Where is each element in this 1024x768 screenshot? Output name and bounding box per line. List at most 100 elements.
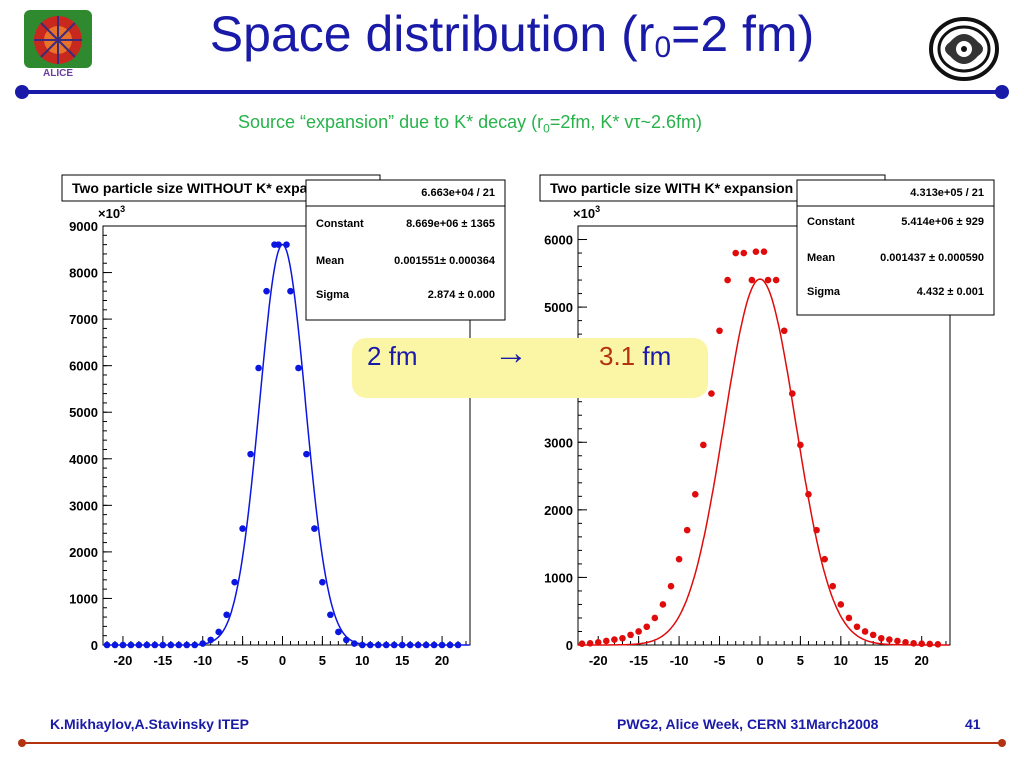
- header-rule: [14, 84, 1010, 100]
- y-tick-label: 1000: [544, 570, 573, 585]
- data-point: [159, 641, 167, 649]
- data-point: [748, 276, 756, 284]
- data-point: [918, 640, 925, 647]
- exponent-power: 3: [595, 204, 600, 214]
- data-point: [837, 601, 845, 608]
- data-point: [869, 631, 877, 639]
- data-point: [675, 555, 683, 563]
- data-point: [454, 641, 462, 649]
- stats-chi2: 6.663e+04 / 21: [421, 187, 495, 199]
- itep-logo: [928, 16, 1000, 82]
- plots-area: 0 1000 2000 3000 4000 5000 6000 7000 8000 9000 -20…: [0, 160, 1024, 680]
- data-point: [651, 614, 659, 622]
- y-tick-label: 5000: [69, 405, 98, 420]
- stats-box: [305, 179, 506, 321]
- x-tick-label: -10: [670, 653, 689, 668]
- footer-authors: K.Mikhaylov,A.Stavinsky ITEP: [50, 716, 249, 732]
- y-tick-label: 3000: [69, 498, 98, 513]
- data-point: [295, 364, 302, 372]
- data-point: [239, 525, 246, 532]
- x-tick-label: 0: [756, 653, 763, 668]
- from-size-label: 2 fm: [367, 341, 418, 372]
- y-tick-label: 1000: [69, 591, 98, 606]
- data-point: [877, 634, 885, 642]
- data-point: [390, 641, 398, 649]
- data-point: [578, 640, 586, 647]
- data-point: [430, 641, 438, 649]
- data-point: [327, 611, 334, 619]
- data-point: [398, 641, 406, 649]
- data-point: [934, 641, 942, 648]
- data-point: [724, 276, 731, 284]
- data-point: [910, 640, 917, 647]
- stats-value: 0.001437 ± 0.000590: [880, 252, 984, 264]
- data-point: [853, 623, 861, 631]
- data-point: [446, 641, 454, 649]
- x-tick-label: -10: [193, 653, 212, 668]
- data-point: [263, 287, 270, 295]
- y-tick-label: 6000: [544, 233, 573, 248]
- y-tick-label: 5000: [544, 300, 573, 315]
- to-value: 3.1: [599, 341, 636, 371]
- stats-value: 5.414e+06 ± 929: [901, 216, 984, 228]
- y-tick-label: 4000: [69, 452, 98, 467]
- stats-value: 4.432 ± 0.001: [917, 286, 984, 298]
- from-value: 2: [367, 341, 382, 371]
- data-point: [351, 640, 358, 647]
- data-point: [764, 276, 772, 284]
- data-point: [667, 582, 675, 590]
- data-point: [772, 276, 780, 284]
- data-point: [414, 641, 422, 649]
- x-tick-label: 0: [279, 653, 286, 668]
- data-point: [422, 641, 430, 649]
- chart-title: Two particle size WITHOUT K* expansion: [72, 180, 345, 196]
- data-point: [319, 578, 326, 586]
- data-point: [358, 641, 366, 649]
- from-unit: fm: [388, 341, 418, 371]
- page-number: 41: [965, 716, 981, 732]
- fit-curve: [578, 278, 950, 646]
- data-point: [886, 636, 893, 643]
- alice-logo-text: ALICE: [43, 68, 73, 78]
- exponent-label: ×103: [573, 204, 600, 221]
- data-point: [894, 637, 901, 645]
- x-tick-label: -15: [153, 653, 172, 668]
- exponent-base: ×10: [98, 206, 120, 221]
- x-tick-label: -5: [714, 653, 726, 668]
- y-tick-label: 2000: [69, 545, 98, 560]
- stats-label: Mean: [316, 255, 344, 267]
- stats-box: [796, 179, 995, 316]
- x-tick-label: 20: [914, 653, 928, 668]
- data-point: [780, 327, 788, 335]
- data-point: [103, 641, 111, 649]
- data-point: [813, 526, 820, 534]
- data-point: [586, 640, 594, 647]
- data-point: [191, 641, 199, 649]
- transition-box: [352, 338, 708, 398]
- to-size-label: 3.1 fm: [599, 341, 671, 372]
- data-point: [135, 641, 143, 649]
- y-tick-label: 7000: [69, 312, 98, 327]
- data-point: [231, 578, 238, 586]
- data-point: [335, 628, 342, 636]
- data-point: [374, 641, 382, 649]
- data-point: [902, 638, 909, 646]
- data-point: [732, 249, 739, 257]
- x-tick-label: 10: [355, 653, 369, 668]
- data-point: [829, 582, 837, 590]
- chart-with-expansion: 0100020003000400050006000-20-15-10-50510…: [539, 174, 995, 668]
- data-point: [861, 628, 869, 635]
- data-point: [594, 638, 602, 646]
- slide-title: Space distribution (r0=2 fm): [209, 6, 815, 64]
- data-point: [845, 614, 853, 622]
- stats-label: Constant: [807, 216, 855, 228]
- data-point: [175, 641, 183, 649]
- data-point: [143, 641, 151, 649]
- data-point: [382, 641, 390, 649]
- data-point: [716, 327, 723, 335]
- x-tick-label: -20: [114, 653, 133, 668]
- data-point: [406, 641, 414, 649]
- y-tick-label: 2000: [544, 503, 573, 518]
- x-tick-label: 15: [395, 653, 409, 668]
- arrow-icon: →: [494, 334, 528, 372]
